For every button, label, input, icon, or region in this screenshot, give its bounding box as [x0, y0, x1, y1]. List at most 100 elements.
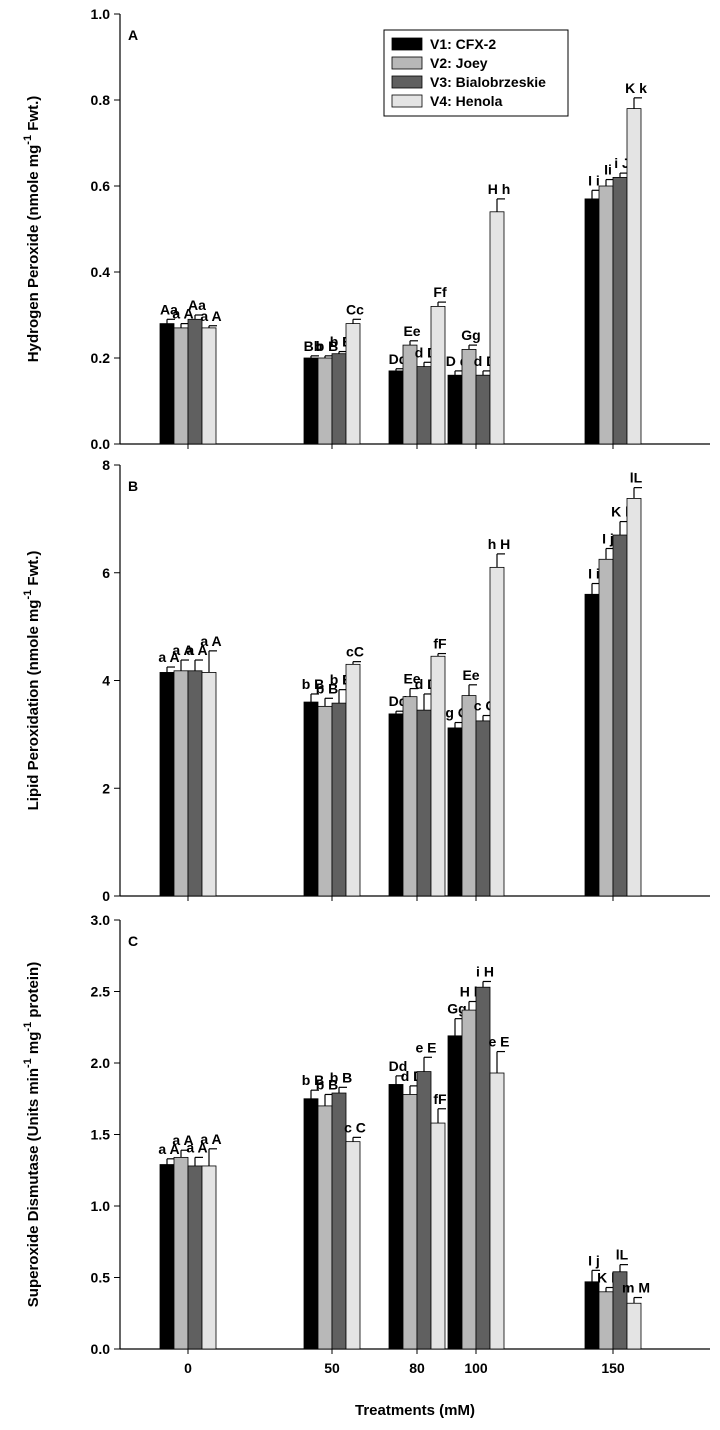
- y-tick-label: 4: [102, 673, 110, 689]
- bar: [598, 1291, 614, 1350]
- bar: [612, 534, 628, 897]
- legend-label: V3: Bialobrzeskie: [430, 74, 546, 90]
- bar: [173, 1156, 189, 1350]
- significance-label: e E: [415, 1039, 436, 1055]
- significance-label: i H: [476, 963, 494, 979]
- bar: [598, 185, 614, 445]
- bar: [626, 108, 642, 445]
- panel-label: A: [128, 27, 138, 43]
- significance-label: Cc: [346, 301, 364, 317]
- legend-swatch: [391, 75, 423, 89]
- significance-label: a A: [200, 633, 221, 649]
- y-tick-label: 0.2: [91, 350, 111, 366]
- significance-label: a A: [172, 1132, 193, 1148]
- significance-label: Ee: [403, 671, 420, 687]
- bar: [430, 1122, 446, 1350]
- bar: [331, 702, 347, 897]
- bar: [187, 1165, 203, 1350]
- legend-label: V2: Joey: [430, 55, 488, 71]
- significance-label: cC: [346, 644, 364, 660]
- legend-swatch: [391, 56, 423, 70]
- x-tick-label: 100: [464, 1360, 488, 1376]
- significance-label: Ff: [433, 284, 447, 300]
- significance-label: Dd: [389, 1058, 408, 1074]
- significance-label: m M: [622, 1280, 650, 1296]
- bar: [201, 327, 217, 445]
- x-tick-label: 80: [409, 1360, 425, 1376]
- y-tick-label: 2.5: [91, 984, 111, 1000]
- bar: [345, 323, 361, 445]
- bar: [402, 696, 418, 897]
- y-tick-label: 6: [102, 565, 110, 581]
- bar: [461, 695, 477, 897]
- significance-label: lL: [616, 1247, 629, 1263]
- bar: [430, 305, 446, 445]
- legend: V1: CFX-2 V2: Joey V3: Bialobrzeskie V4: He…: [383, 29, 569, 117]
- bar: [159, 672, 175, 897]
- bar: [345, 1141, 361, 1350]
- bar: [489, 566, 505, 897]
- bar: [173, 670, 189, 897]
- bar: [489, 1072, 505, 1350]
- bar: [159, 323, 175, 445]
- panel-B: 0 2 4 6 8 B Lipid Peroxidation (nmole mg-1 Fwt…: [22, 457, 710, 904]
- significance-label: c C: [344, 1119, 366, 1135]
- significance-label: a A: [200, 1131, 221, 1147]
- legend-swatch: [391, 37, 423, 51]
- bar: [416, 709, 432, 897]
- significance-label: h H: [488, 536, 511, 552]
- y-tick-label: 0.6: [91, 178, 111, 194]
- bar: [317, 705, 333, 897]
- panel-C: 0.0 0.5 1.0 1.5 2.0 2.5 3.0 C Superoxide Dismuta…: [22, 912, 710, 1419]
- bar: [416, 366, 432, 445]
- significance-label: a A: [186, 1139, 207, 1155]
- significance-label: b B: [302, 1072, 325, 1088]
- significance-label: a A: [200, 308, 221, 324]
- x-tick-label: 150: [601, 1360, 625, 1376]
- bar: [187, 318, 203, 445]
- bar: [159, 1164, 175, 1350]
- x-axis-title: Treatments (mM): [355, 1402, 475, 1419]
- legend-swatch: [391, 94, 423, 108]
- bar: [626, 1302, 642, 1350]
- y-tick-label: 0: [102, 888, 110, 904]
- significance-label: a A: [186, 642, 207, 658]
- bar: [584, 1281, 600, 1350]
- y-tick-label: 1.5: [91, 1127, 111, 1143]
- bar: [303, 701, 319, 897]
- bar: [447, 374, 463, 445]
- y-tick-label: 0.5: [91, 1270, 111, 1286]
- bar: [201, 672, 217, 897]
- bar: [447, 727, 463, 897]
- y-tick-label: 0.0: [91, 1341, 111, 1357]
- significance-label: Ee: [462, 667, 479, 683]
- bar: [416, 1071, 432, 1350]
- bar: [331, 353, 347, 445]
- bar: [626, 498, 642, 897]
- significance-label: lL: [630, 470, 643, 486]
- bar: [447, 1035, 463, 1350]
- bar: [598, 558, 614, 897]
- x-tick-label: 0: [184, 1360, 192, 1376]
- significance-label: I i: [588, 172, 600, 188]
- y-tick-label: 0.8: [91, 92, 111, 108]
- significance-label: e E: [488, 1034, 509, 1050]
- significance-label: Gg: [461, 327, 480, 343]
- significance-label: a A: [172, 642, 193, 658]
- bar: [201, 1165, 217, 1350]
- significance-label: H h: [488, 181, 511, 197]
- significance-label: i J: [614, 155, 630, 171]
- significance-label: I j: [588, 1252, 600, 1268]
- bar: [475, 720, 491, 897]
- significance-label: Aa: [160, 301, 178, 317]
- panel-label: B: [128, 478, 138, 494]
- bar: [388, 1084, 404, 1350]
- significance-label: a A: [158, 649, 179, 665]
- y-tick-label: 2.0: [91, 1055, 111, 1071]
- significance-label: I j: [602, 531, 614, 547]
- y-axis-title: Lipid Peroxidation (nmole mg-1 Fwt.): [22, 551, 42, 811]
- bar: [388, 713, 404, 897]
- significance-label: K k: [625, 80, 647, 96]
- significance-label: Aa: [188, 297, 206, 313]
- bar: [173, 327, 189, 445]
